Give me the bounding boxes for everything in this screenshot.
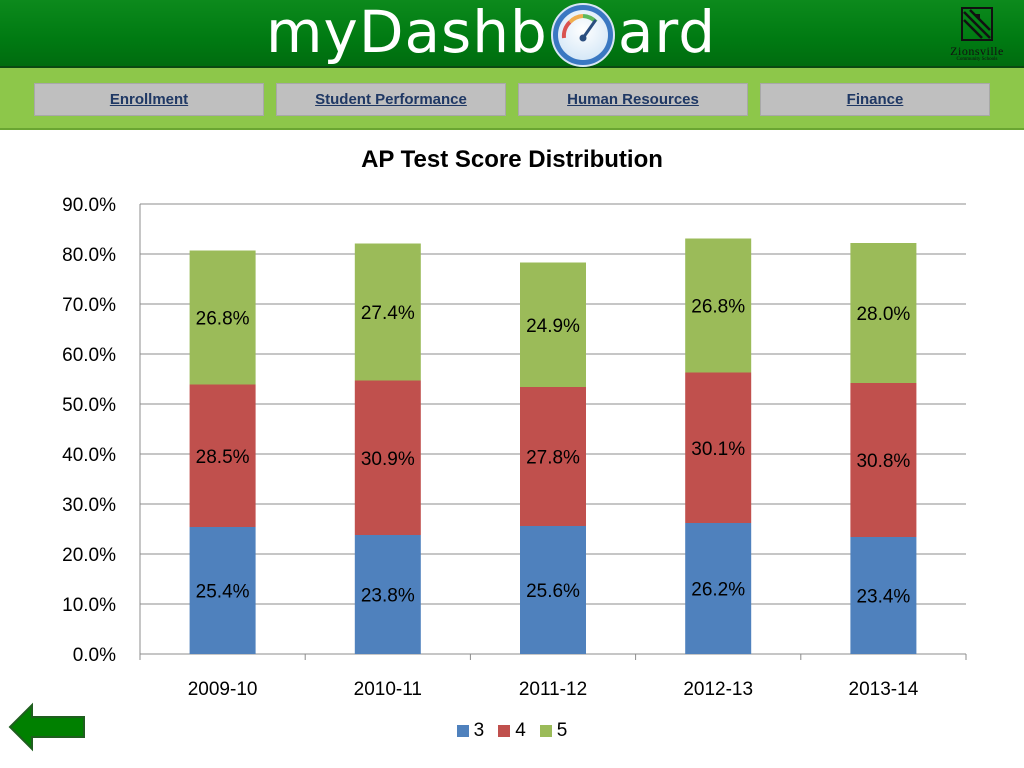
nav-enrollment-button[interactable]: Enrollment bbox=[34, 83, 264, 116]
legend-item: 5 bbox=[539, 720, 568, 742]
bar-segment-3 bbox=[520, 526, 586, 654]
nav-human-resources-button[interactable]: Human Resources bbox=[518, 83, 748, 116]
bar-segment-3 bbox=[354, 535, 421, 654]
legend-swatch bbox=[456, 725, 469, 737]
data-label: 23.4% bbox=[856, 587, 910, 608]
school-name: Zionsville bbox=[950, 44, 1004, 58]
bar-segment-5 bbox=[354, 243, 421, 381]
data-label: 30.1% bbox=[691, 439, 745, 460]
x-tick-label: 2013-14 bbox=[849, 679, 919, 700]
header-bar: myDashb ard Zionsville Community Schoo bbox=[0, 0, 1024, 68]
x-tick-label: 2011-12 bbox=[519, 679, 587, 700]
school-subtitle: Community Schools bbox=[956, 57, 998, 62]
data-label: 30.8% bbox=[856, 451, 910, 472]
nav-student-performance-button[interactable]: Student Performance bbox=[276, 83, 506, 116]
back-arrow-icon[interactable] bbox=[8, 702, 86, 752]
bar-segment-4 bbox=[354, 380, 421, 535]
bar-segment-4 bbox=[685, 372, 752, 523]
school-logo: Zionsville Community Schools bbox=[936, 4, 1018, 64]
data-label: 27.4% bbox=[361, 303, 415, 324]
y-tick-label: 10.0% bbox=[62, 595, 116, 616]
bar-segment-3 bbox=[189, 527, 256, 654]
bar-segment-4 bbox=[850, 383, 917, 537]
legend-item: 4 bbox=[498, 720, 526, 742]
nav-bar: Enrollment Student Performance Human Res… bbox=[0, 68, 1024, 130]
app-logo: myDashb ard bbox=[266, 0, 716, 70]
y-tick-label: 50.0% bbox=[62, 395, 116, 416]
y-tick-label: 70.0% bbox=[62, 295, 116, 316]
y-tick-label: 30.0% bbox=[62, 495, 116, 516]
logo-text-suffix: ard bbox=[617, 0, 717, 66]
school-crest-icon bbox=[961, 7, 993, 41]
bar-segment-5 bbox=[850, 243, 917, 383]
logo-text-prefix: myDashb bbox=[266, 0, 548, 66]
x-tick-label: 2012-13 bbox=[683, 679, 753, 700]
bar-segment-5 bbox=[189, 250, 256, 385]
bar-segment-3 bbox=[850, 537, 917, 654]
legend-label: 4 bbox=[515, 720, 526, 741]
y-tick-label: 90.0% bbox=[62, 195, 116, 216]
bar-segment-4 bbox=[520, 387, 586, 526]
legend-item: 3 bbox=[456, 720, 485, 742]
nav-finance-button[interactable]: Finance bbox=[760, 83, 990, 116]
legend-swatch bbox=[498, 725, 511, 737]
data-label: 25.4% bbox=[196, 582, 250, 603]
data-label: 25.6% bbox=[526, 581, 580, 602]
chart-title: AP Test Score Distribution bbox=[361, 146, 663, 173]
bar-segment-5 bbox=[520, 262, 586, 387]
legend-swatch bbox=[539, 725, 552, 737]
legend-label: 5 bbox=[556, 720, 568, 741]
bar-segment-4 bbox=[189, 384, 256, 527]
data-label: 30.9% bbox=[361, 449, 415, 470]
y-tick-label: 20.0% bbox=[62, 545, 116, 566]
data-label: 28.0% bbox=[856, 304, 910, 325]
legend-label: 3 bbox=[473, 720, 485, 741]
data-label: 23.8% bbox=[361, 586, 415, 607]
y-tick-label: 60.0% bbox=[62, 345, 116, 366]
data-label: 26.2% bbox=[691, 580, 745, 601]
data-label: 26.8% bbox=[196, 309, 250, 330]
data-label: 28.5% bbox=[196, 447, 250, 468]
y-tick-label: 80.0% bbox=[62, 245, 116, 266]
bar-segment-3 bbox=[685, 523, 752, 654]
data-label: 26.8% bbox=[691, 297, 745, 318]
y-tick-label: 0.0% bbox=[73, 645, 116, 666]
bar-segment-5 bbox=[685, 238, 752, 373]
y-tick-label: 40.0% bbox=[62, 445, 116, 466]
gauge-icon bbox=[550, 3, 615, 67]
data-label: 27.8% bbox=[526, 448, 580, 469]
chart-legend: 3 4 5 bbox=[0, 720, 1024, 742]
data-label: 24.9% bbox=[526, 316, 580, 337]
x-tick-label: 2010-11 bbox=[354, 679, 422, 700]
x-tick-label: 2009-10 bbox=[188, 679, 258, 700]
